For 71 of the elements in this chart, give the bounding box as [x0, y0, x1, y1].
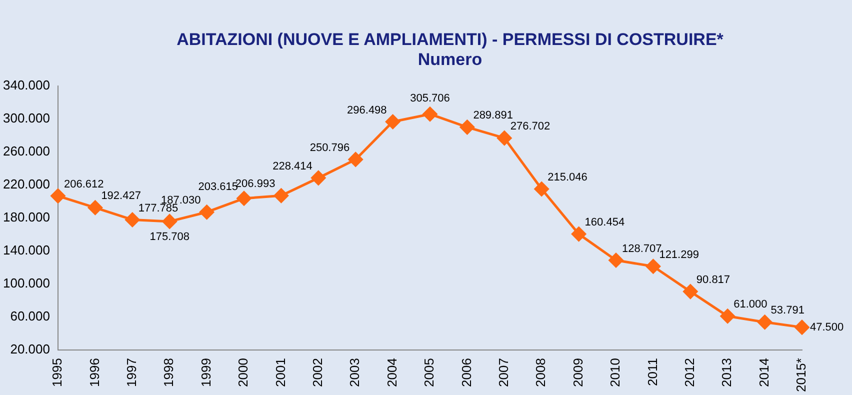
x-tick-label: 2002 [310, 358, 325, 387]
y-tick-label: 340.000 [2, 77, 50, 92]
data-label: 228.414 [272, 160, 312, 172]
data-label: 215.046 [548, 172, 588, 184]
point [311, 170, 326, 186]
data-label: 206.612 [64, 178, 104, 190]
x-tick-label: 2003 [347, 358, 362, 387]
x-tick-label: 2014 [756, 358, 772, 387]
y-tick-label: 140.000 [2, 242, 50, 258]
point [125, 212, 140, 227]
point [236, 191, 252, 206]
x-tick-label: 2013 [719, 358, 734, 387]
x-tick-label: 2010 [608, 358, 623, 387]
chart-subtitle: Numero [416, 50, 484, 70]
point [50, 188, 66, 204]
x-tick-label: 2009 [570, 358, 586, 387]
point [534, 182, 549, 196]
y-tick-label: 60.000 [10, 308, 50, 324]
data-label: 160.454 [584, 216, 625, 229]
data-label: 128.707 [622, 242, 662, 255]
data-label: 61.000 [734, 298, 768, 311]
data-label: 276.702 [510, 120, 550, 133]
point [200, 204, 214, 220]
data-label: 53.791 [770, 304, 804, 317]
data-label: 47.500 [810, 321, 844, 334]
point [683, 284, 698, 299]
x-tick-label: 2006 [458, 358, 474, 387]
point [460, 120, 474, 134]
data-label: 296.498 [347, 104, 387, 116]
y-tick-label: 20.000 [10, 342, 50, 357]
point [386, 114, 400, 129]
x-tick-label: 1997 [124, 358, 139, 387]
data-label: 289.891 [473, 110, 513, 122]
point [758, 314, 772, 330]
x-tick-label: 2004 [384, 358, 400, 387]
x-tick-label: 2000 [236, 358, 251, 387]
data-label: 121.299 [659, 248, 699, 261]
data-label: 192.427 [101, 190, 141, 202]
point [274, 188, 288, 203]
point [422, 106, 438, 122]
point [720, 308, 735, 324]
point [646, 259, 660, 274]
point [88, 200, 102, 215]
data-label: 203.615 [198, 180, 238, 193]
x-tick-label: 1996 [86, 358, 102, 387]
point [497, 130, 512, 146]
x-tick-label: 2007 [496, 358, 511, 387]
data-label: 175.708 [150, 230, 190, 243]
x-tick-label: 1995 [50, 358, 65, 387]
point [348, 152, 363, 167]
x-tick-label: 2015* [794, 358, 809, 392]
data-label: 305.706 [410, 92, 450, 105]
y-tick-label: 100.000 [2, 276, 50, 291]
x-tick-label: 2001 [272, 358, 288, 387]
data-label: 90.817 [696, 274, 730, 286]
y-tick-label: 300.000 [2, 110, 50, 126]
y-tick-label: 180.000 [2, 209, 50, 224]
x-tick-label: 2011 [644, 358, 660, 386]
x-tick-label: 1998 [161, 358, 176, 387]
x-tick-label: 2008 [533, 358, 548, 387]
y-tick-label: 260.000 [2, 143, 50, 158]
point [608, 253, 624, 268]
data-label: 250.796 [310, 142, 350, 154]
x-tick-label: 2005 [422, 358, 437, 387]
y-tick-label: 220.000 [2, 176, 50, 192]
chart-title: ABITAZIONI (NUOVE E AMPLIAMENTI) - PERMESSI DI COSTRUIRE* [176, 30, 724, 50]
point [162, 214, 177, 229]
point [794, 320, 810, 335]
x-tick-label: 2012 [682, 358, 697, 387]
x-tick-label: 1999 [198, 358, 214, 387]
point [572, 226, 586, 242]
